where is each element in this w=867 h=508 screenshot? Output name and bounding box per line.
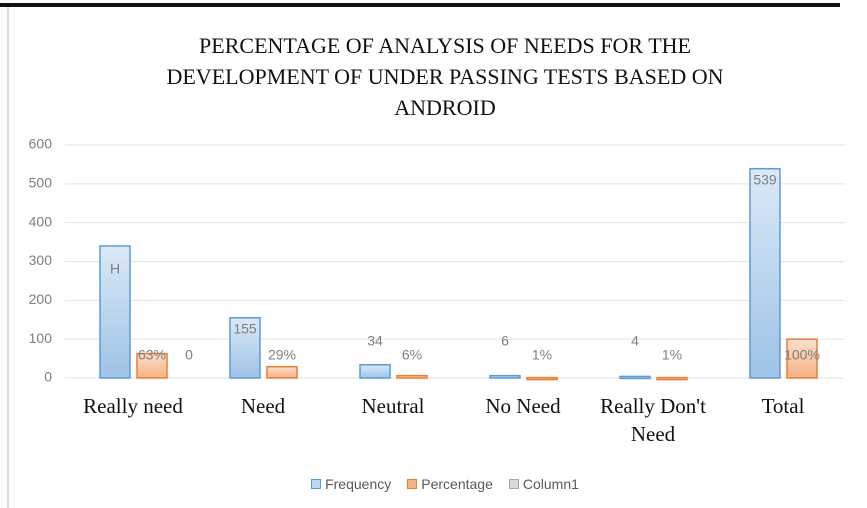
data-label: 4 [631, 333, 639, 349]
legend-label: Percentage [421, 476, 493, 492]
legend: Frequency Percentage Column1 [0, 476, 867, 492]
data-label: 6 [501, 333, 509, 349]
bar [359, 364, 391, 379]
y-tick-label: 600 [29, 136, 53, 152]
legend-item: Frequency [311, 476, 391, 492]
data-label: 6% [402, 347, 422, 363]
bar [656, 376, 688, 381]
bar [749, 167, 781, 379]
x-tick-label: Need [240, 394, 286, 418]
data-label: 1% [532, 347, 552, 363]
legend-swatch [508, 479, 519, 489]
x-tick-label: Really need [83, 394, 183, 418]
bar [396, 374, 428, 379]
y-tick-label: 200 [29, 291, 53, 307]
legend-item: Column1 [508, 476, 579, 492]
y-tick-label: 400 [29, 213, 53, 229]
y-tick-label: 300 [29, 252, 53, 268]
data-label: 155 [233, 321, 257, 337]
bar [229, 317, 261, 379]
x-tick-label: No Need [485, 394, 561, 418]
legend-label: Column1 [522, 476, 579, 492]
bar [786, 338, 818, 379]
chart-title: PERCENTAGE OF ANALYSIS OF NEEDS FOR THE … [166, 33, 724, 120]
top-border [0, 3, 840, 7]
x-tick-label: Total [761, 394, 805, 418]
bar [99, 245, 131, 379]
data-label: 100% [784, 347, 820, 363]
bar [619, 375, 651, 380]
y-tick-label: 500 [29, 175, 53, 191]
bar [526, 376, 558, 381]
bar [489, 374, 521, 379]
data-label: 63% [138, 347, 166, 363]
data-label: 29% [268, 347, 296, 363]
legend-swatch [311, 479, 322, 489]
y-tick-label: 0 [44, 369, 52, 385]
annotation: H [110, 261, 120, 277]
data-label: 539 [753, 171, 777, 187]
data-label: 34 [367, 333, 383, 349]
data-label: 1% [662, 347, 682, 363]
bar [136, 352, 168, 379]
legend-item: Percentage [407, 476, 493, 492]
bar [266, 365, 298, 379]
legend-label: Frequency [325, 476, 392, 492]
legend-swatch [407, 479, 418, 489]
data-label: 0 [185, 347, 193, 363]
x-tick-label: Really Don't Need [600, 394, 706, 446]
y-tick-label: 100 [29, 330, 53, 346]
x-tick-label: Neutral [361, 394, 425, 418]
